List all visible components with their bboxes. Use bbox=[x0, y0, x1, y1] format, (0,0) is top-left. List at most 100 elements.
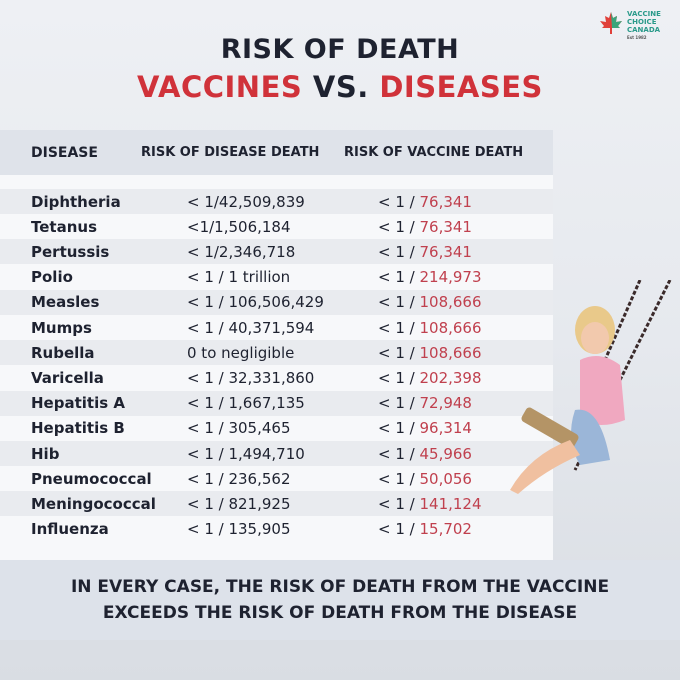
header-vaccine-risk: RISK OF VACCINE DEATH bbox=[344, 145, 524, 160]
disease-risk: < 1 / 135,905 bbox=[187, 520, 291, 539]
vaccine-risk-prefix: < 1 / bbox=[378, 494, 420, 513]
vaccine-risk: < 1 / 76,341 bbox=[378, 243, 472, 261]
disease-name: Pertussis bbox=[31, 242, 110, 261]
vaccine-risk: < 1 / 141,124 bbox=[378, 495, 482, 513]
disease-risk: < 1 / 1 trillion bbox=[187, 268, 291, 287]
vaccine-risk: < 1 / 50,056 bbox=[378, 470, 472, 488]
disease-name: Diphtheria bbox=[31, 192, 121, 211]
disease-name: Tetanus bbox=[31, 217, 97, 236]
title-line-2: VACCINES VS. DISEASES bbox=[0, 70, 680, 104]
vaccine-risk-prefix: < 1 / bbox=[378, 469, 420, 488]
title-diseases: DISEASES bbox=[379, 70, 543, 104]
table-row: Hepatitis B < 1 / 305,465 < 1 / 96,314 bbox=[0, 416, 553, 441]
table-row: Pneumococcal < 1 / 236,562 < 1 / 50,056 bbox=[0, 466, 553, 491]
vaccine-risk-prefix: < 1 / bbox=[378, 343, 420, 362]
vaccine-risk-value: 214,973 bbox=[419, 268, 482, 287]
disease-risk: < 1/42,509,839 bbox=[187, 192, 305, 211]
disease-risk: <1/1,506,184 bbox=[187, 217, 291, 236]
vaccine-risk-value: 76,341 bbox=[419, 192, 472, 211]
vaccine-risk-value: 45,966 bbox=[419, 444, 472, 463]
vaccine-risk: < 1 / 214,973 bbox=[378, 268, 482, 286]
vaccine-risk: < 1 / 76,341 bbox=[378, 218, 472, 236]
child-on-swing-image bbox=[510, 280, 672, 494]
vaccine-risk-prefix: < 1 / bbox=[378, 368, 420, 387]
table-row: Rubella 0 to negligible < 1 / 108,666 bbox=[0, 340, 553, 366]
disease-risk: < 1 / 1,667,135 bbox=[187, 394, 305, 413]
vaccine-risk: < 1 / 15,702 bbox=[378, 520, 472, 538]
disease-name: Hib bbox=[31, 444, 60, 463]
header-disease: DISEASE bbox=[31, 144, 98, 161]
vaccine-risk-prefix: < 1 / bbox=[378, 268, 420, 287]
vaccine-risk-value: 141,124 bbox=[419, 494, 482, 513]
vaccine-risk: < 1 / 72,948 bbox=[378, 394, 472, 412]
vaccine-risk-prefix: < 1 / bbox=[378, 242, 420, 261]
vaccine-risk: < 1 / 202,398 bbox=[378, 369, 482, 387]
vaccine-risk-value: 108,666 bbox=[419, 318, 482, 337]
disease-name: Rubella bbox=[31, 343, 95, 362]
disease-risk: < 1 / 1,494,710 bbox=[187, 444, 305, 463]
logo-est: Est 1982 bbox=[627, 35, 647, 40]
disease-name: Pneumococcal bbox=[31, 469, 152, 488]
vaccine-risk-value: 108,666 bbox=[419, 293, 482, 312]
vaccine-risk-value: 50,056 bbox=[419, 469, 472, 488]
disease-name: Polio bbox=[31, 268, 73, 287]
vaccine-risk: < 1 / 45,966 bbox=[378, 445, 472, 463]
table-row: Influenza < 1 / 135,905 < 1 / 15,702 bbox=[0, 517, 553, 542]
vaccine-risk-prefix: < 1 / bbox=[378, 444, 420, 463]
disease-name: Varicella bbox=[31, 368, 104, 387]
table-row: Hepatitis A < 1 / 1,667,135 < 1 / 72,948 bbox=[0, 390, 553, 416]
table-row: Meningococcal < 1 / 821,925 < 1 / 141,12… bbox=[0, 491, 553, 517]
table-row: Pertussis < 1/2,346,718 < 1 / 76,341 bbox=[0, 239, 553, 265]
disease-name: Mumps bbox=[31, 318, 92, 337]
table-row: Hib < 1 / 1,494,710 < 1 / 45,966 bbox=[0, 441, 553, 466]
disease-risk: < 1/2,346,718 bbox=[187, 242, 296, 261]
disease-risk: < 1 / 40,371,594 bbox=[187, 318, 315, 337]
vaccine-risk: < 1 / 96,314 bbox=[378, 419, 472, 437]
disease-risk: < 1 / 32,331,860 bbox=[187, 368, 315, 387]
logo-text: VACCINE bbox=[627, 10, 661, 18]
vaccine-risk: < 1 / 76,341 bbox=[378, 193, 472, 211]
vaccine-risk-value: 96,314 bbox=[419, 419, 472, 438]
vaccine-risk: < 1 / 108,666 bbox=[378, 344, 482, 362]
vaccine-risk-value: 202,398 bbox=[419, 368, 482, 387]
vaccine-risk-prefix: < 1 / bbox=[378, 318, 420, 337]
disease-risk: < 1 / 821,925 bbox=[187, 494, 291, 513]
conclusion-banner: IN EVERY CASE, THE RISK OF DEATH FROM TH… bbox=[0, 560, 680, 640]
vaccine-risk-value: 76,341 bbox=[419, 217, 472, 236]
logo-text: CHOICE bbox=[627, 18, 657, 26]
vaccine-risk-value: 15,702 bbox=[419, 520, 472, 539]
disease-risk: 0 to negligible bbox=[187, 343, 295, 362]
title-vs: VS. bbox=[312, 70, 369, 104]
logo-text: CANADA bbox=[627, 26, 661, 34]
disease-name: Meningococcal bbox=[31, 494, 156, 513]
vaccine-risk-prefix: < 1 / bbox=[378, 192, 420, 211]
vaccine-risk-value: 72,948 bbox=[419, 394, 472, 413]
vaccine-risk-value: 108,666 bbox=[419, 343, 482, 362]
maple-leaf-icon bbox=[600, 12, 622, 34]
table-row: Mumps < 1 / 40,371,594 < 1 / 108,666 bbox=[0, 315, 553, 340]
risk-table: DISEASE RISK OF DISEASE DEATH RISK OF VA… bbox=[0, 130, 553, 560]
vaccine-risk-prefix: < 1 / bbox=[378, 394, 420, 413]
vaccine-risk-prefix: < 1 / bbox=[378, 217, 420, 236]
table-row: Measles < 1 / 106,506,429 < 1 / 108,666 bbox=[0, 289, 553, 315]
vaccine-risk: < 1 / 108,666 bbox=[378, 293, 482, 311]
title-vaccines: VACCINES bbox=[137, 70, 303, 104]
conclusion-line-2: EXCEEDS THE RISK OF DEATH FROM THE DISEA… bbox=[102, 603, 578, 623]
disease-risk: < 1 / 236,562 bbox=[187, 469, 291, 488]
vaccine-risk-value: 76,341 bbox=[419, 242, 472, 261]
disease-name: Influenza bbox=[31, 520, 109, 539]
disease-risk: < 1 / 305,465 bbox=[187, 419, 291, 438]
title-line-1: RISK OF DEATH bbox=[220, 34, 460, 65]
vaccine-risk: < 1 / 108,666 bbox=[378, 319, 482, 337]
table-row: Diphtheria < 1/42,509,839 < 1 / 76,341 bbox=[0, 189, 553, 214]
table-row: Polio < 1 / 1 trillion < 1 / 214,973 bbox=[0, 265, 553, 290]
vaccine-risk-prefix: < 1 / bbox=[378, 419, 420, 438]
table-row: Tetanus <1/1,506,184 < 1 / 76,341 bbox=[0, 214, 553, 239]
conclusion-line-1: IN EVERY CASE, THE RISK OF DEATH FROM TH… bbox=[70, 577, 610, 597]
vaccine-choice-canada-logo: VACCINE CHOICE CANADA Est 1982 bbox=[598, 10, 661, 42]
disease-name: Hepatitis B bbox=[31, 419, 125, 438]
header-disease-risk: RISK OF DISEASE DEATH bbox=[141, 145, 320, 160]
vaccine-risk-prefix: < 1 / bbox=[378, 293, 420, 312]
disease-risk: < 1 / 106,506,429 bbox=[187, 293, 324, 312]
table-row: Varicella < 1 / 32,331,860 < 1 / 202,398 bbox=[0, 365, 553, 390]
